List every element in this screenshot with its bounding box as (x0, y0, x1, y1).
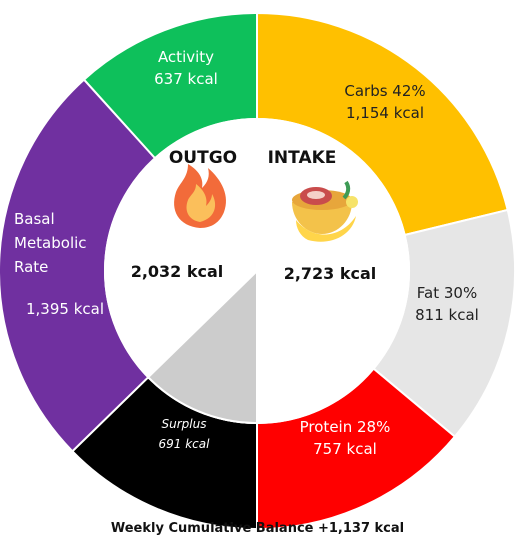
weekly-balance-caption: Weekly Cumulative Balance +1,137 kcal (110, 521, 405, 536)
label-protein: Protein 28% 757 kcal (300, 418, 391, 458)
label-fat: Fat 30% 811 kcal (415, 284, 479, 324)
intake-label: INTAKE (268, 148, 337, 168)
label-carbs: Carbs 42% 1,154 kcal (344, 82, 425, 122)
labels: OUTGO INTAKE 2,032 kcal 2,723 kcal Carbs… (14, 48, 479, 458)
fire-icon (174, 164, 227, 228)
outgo-label: OUTGO (169, 148, 237, 168)
outgo-total: 2,032 kcal (131, 262, 224, 281)
inner-surplus-wedge (146, 268, 258, 425)
outer-ring (0, 11, 515, 531)
meat-bowl-icon (292, 180, 358, 242)
intake-total: 2,723 kcal (284, 264, 377, 283)
icons (174, 164, 358, 242)
label-activity: Activity 637 kcal (154, 48, 218, 88)
label-bmr: Basal Metabolic Rate 1,395 kcal (14, 210, 104, 318)
label-surplus: Surplus 691 kcal (159, 417, 211, 451)
